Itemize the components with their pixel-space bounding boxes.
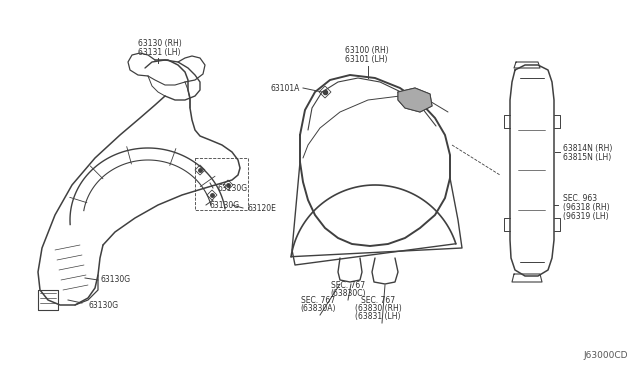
Polygon shape (398, 88, 432, 112)
Text: 63101 (LH): 63101 (LH) (345, 55, 387, 64)
Text: SEC. 767: SEC. 767 (361, 296, 395, 305)
Text: SEC. 767: SEC. 767 (301, 296, 335, 305)
Text: 63130G: 63130G (88, 301, 118, 310)
Text: (63830C): (63830C) (330, 289, 365, 298)
Text: 63120E: 63120E (248, 203, 277, 212)
Text: 63130G: 63130G (100, 276, 130, 285)
Text: 63101A: 63101A (271, 83, 300, 93)
Text: J63000CD: J63000CD (584, 351, 628, 360)
Text: 63814N (RH): 63814N (RH) (563, 144, 612, 153)
Text: (96319 (LH): (96319 (LH) (563, 212, 609, 221)
Text: (96318 (RH): (96318 (RH) (563, 202, 610, 212)
Text: (63830A): (63830A) (300, 304, 336, 313)
Text: 63130G: 63130G (210, 201, 240, 209)
Text: SEC. 963: SEC. 963 (563, 193, 597, 202)
Text: 63100 (RH): 63100 (RH) (345, 46, 388, 55)
Text: SEC. 767: SEC. 767 (331, 281, 365, 290)
Text: 63130G: 63130G (218, 183, 248, 192)
Text: (63831 (LH): (63831 (LH) (355, 312, 401, 321)
Text: (63830 (RH): (63830 (RH) (355, 304, 401, 313)
Text: 63130 (RH): 63130 (RH) (138, 39, 182, 48)
Text: 63815N (LH): 63815N (LH) (563, 153, 611, 161)
Text: 63131 (LH): 63131 (LH) (138, 48, 180, 57)
